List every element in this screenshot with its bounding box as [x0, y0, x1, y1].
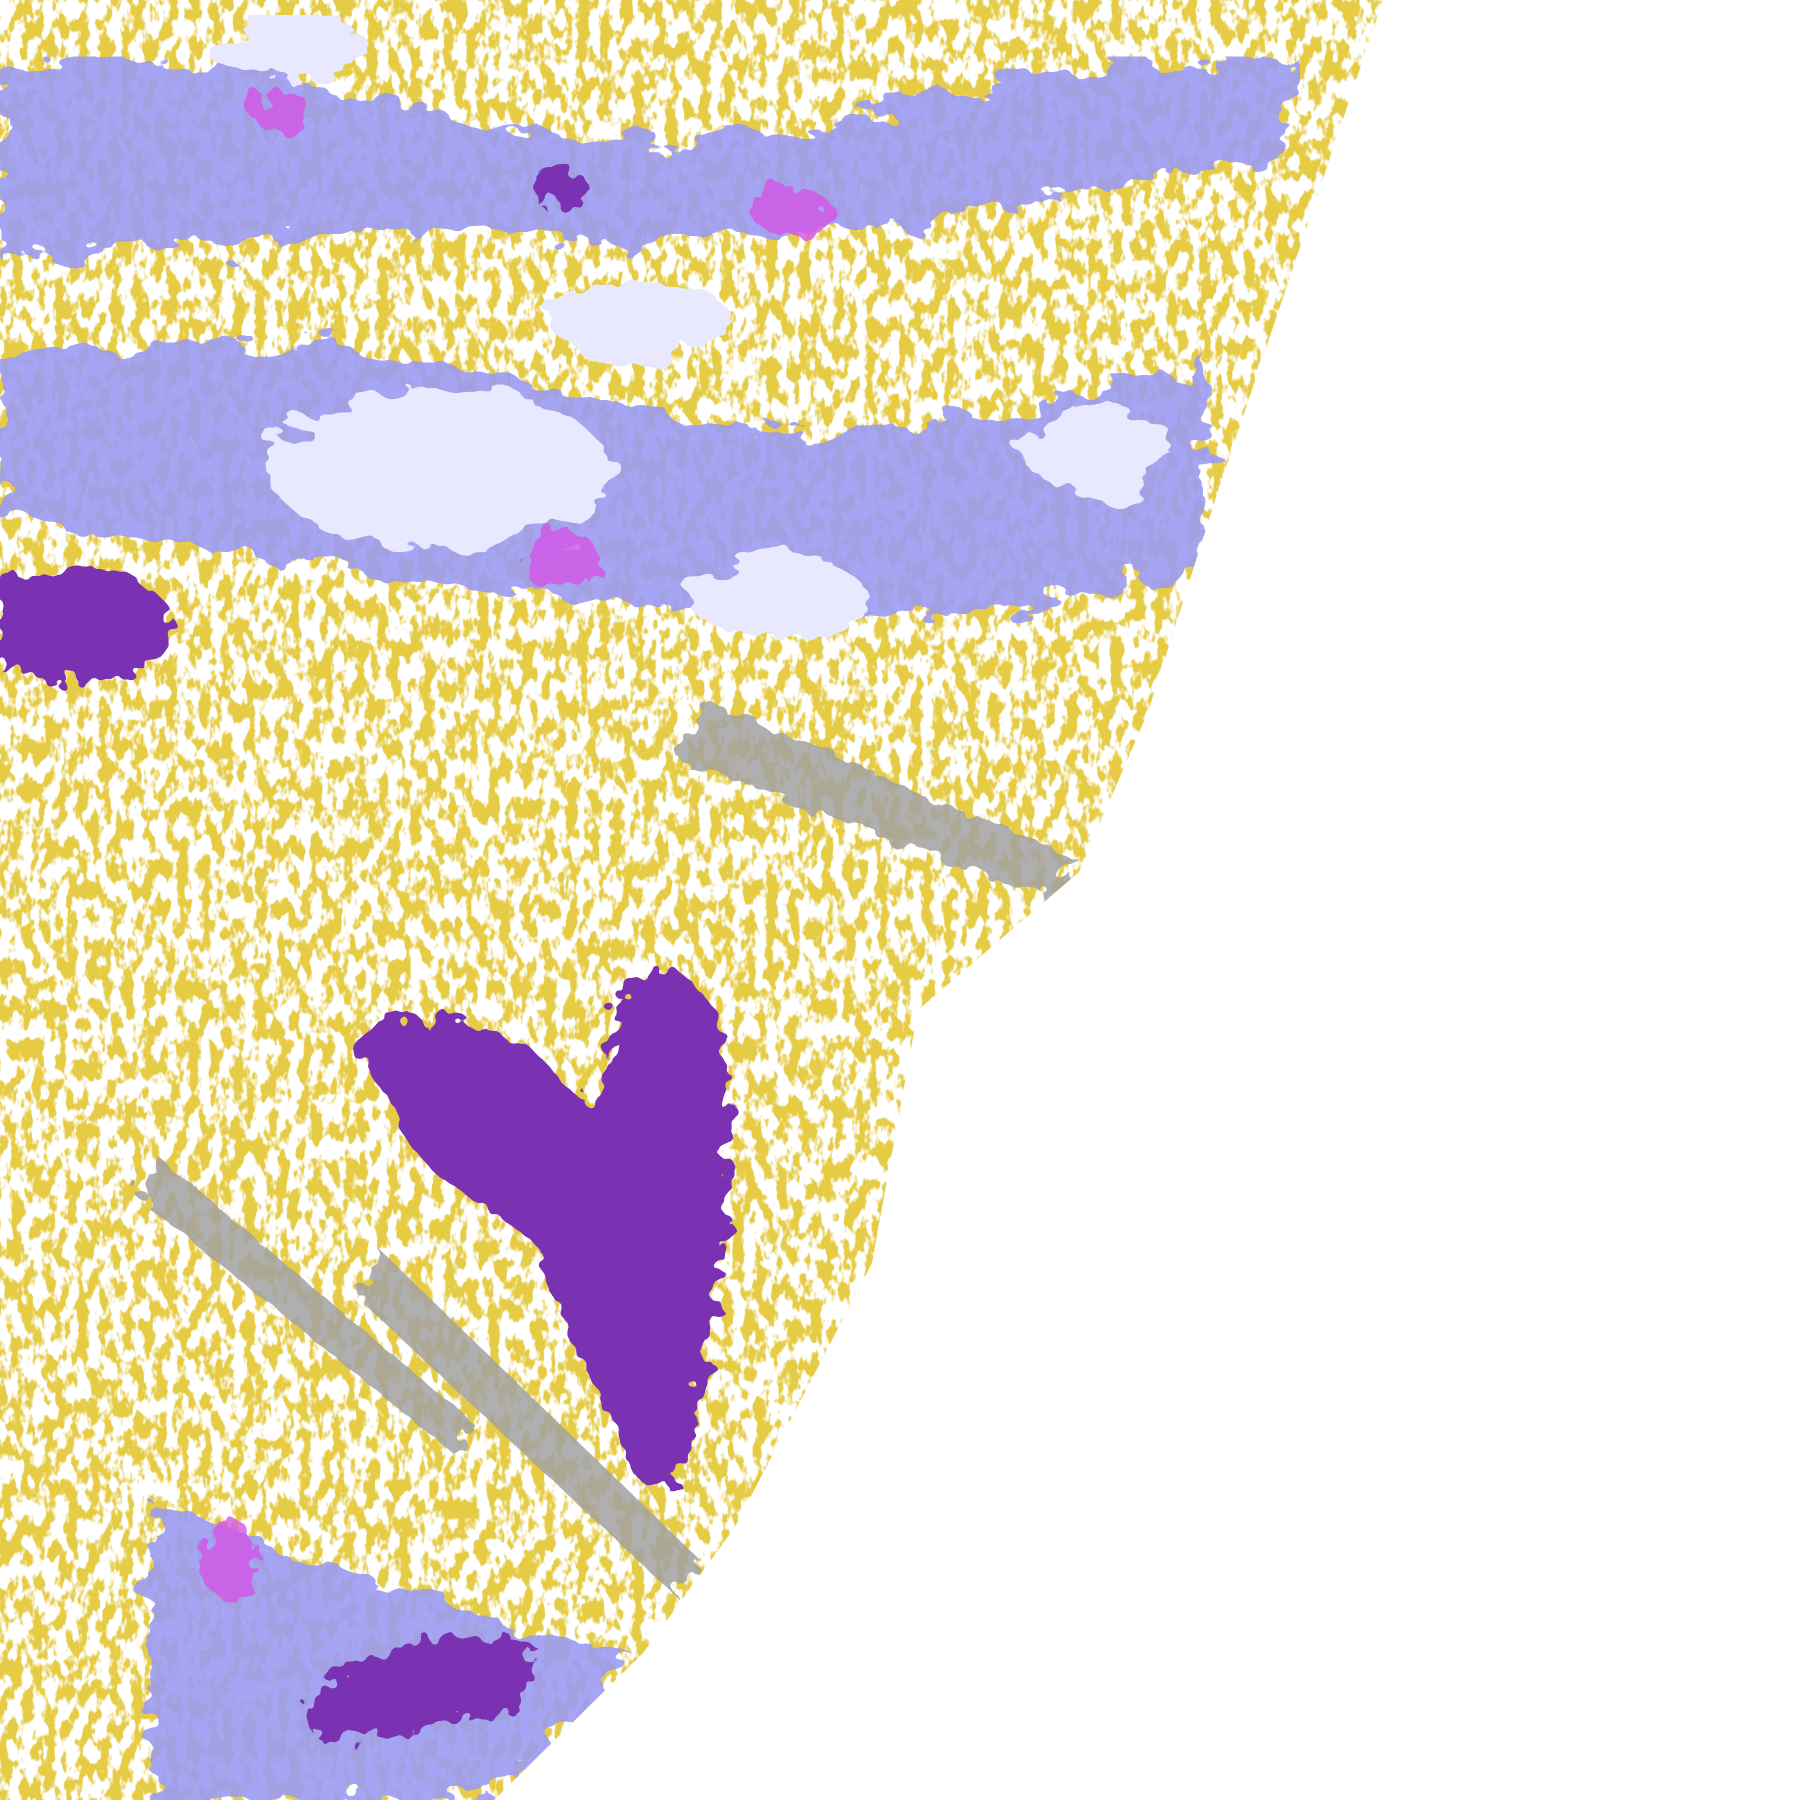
cloud-band-pale	[210, 15, 1180, 640]
gray-streaks	[140, 700, 1080, 1600]
magenta-spots	[200, 90, 830, 1600]
purple-regions	[0, 167, 729, 1740]
